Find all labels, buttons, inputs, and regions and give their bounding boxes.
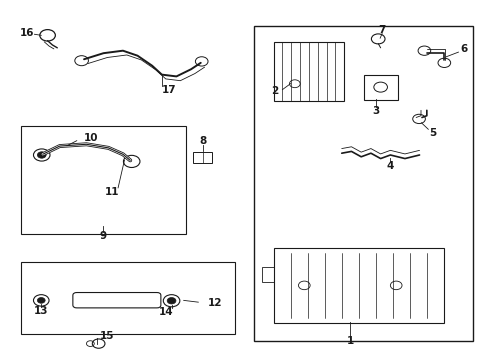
Text: 7: 7 — [378, 25, 385, 35]
Circle shape — [167, 297, 176, 304]
Text: 5: 5 — [428, 128, 436, 138]
Text: 11: 11 — [105, 187, 119, 197]
Circle shape — [37, 297, 45, 303]
Text: 14: 14 — [158, 307, 173, 317]
Text: 12: 12 — [208, 298, 222, 308]
Text: 2: 2 — [270, 86, 278, 96]
Text: 3: 3 — [371, 107, 379, 116]
Text: 13: 13 — [34, 306, 48, 316]
Text: 10: 10 — [84, 133, 99, 143]
Text: 4: 4 — [386, 161, 393, 171]
Text: 8: 8 — [199, 136, 206, 147]
Text: 16: 16 — [20, 28, 34, 38]
Text: 17: 17 — [162, 85, 176, 95]
Circle shape — [37, 152, 46, 158]
Text: 15: 15 — [100, 332, 114, 342]
Text: 6: 6 — [460, 44, 467, 54]
Text: 9: 9 — [100, 231, 107, 242]
Text: 1: 1 — [346, 336, 353, 346]
